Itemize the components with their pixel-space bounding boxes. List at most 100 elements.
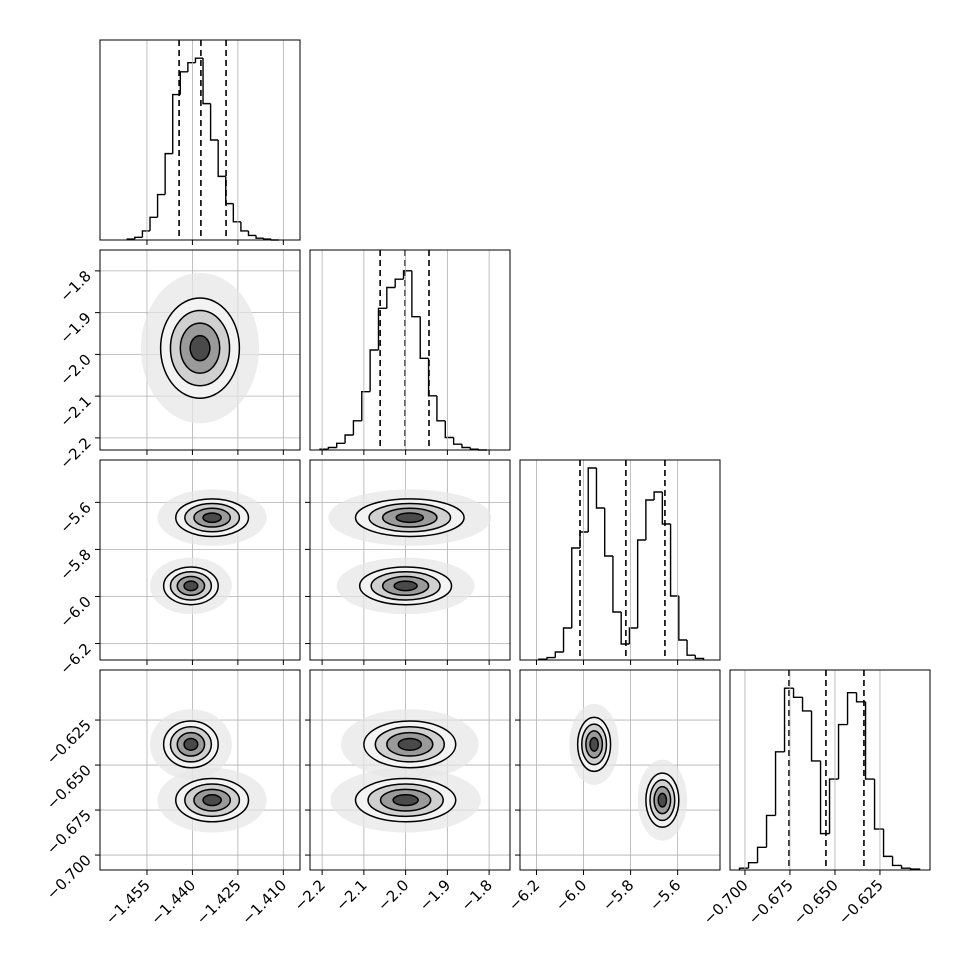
histogram-bin	[187, 62, 196, 72]
histogram-bin	[247, 230, 257, 237]
x-tick-label: −5.6	[646, 876, 684, 914]
histogram-bin	[179, 71, 188, 95]
y-tick-label: −1.8	[56, 267, 94, 305]
histogram-bin	[352, 420, 362, 435]
histogram-bin	[452, 437, 462, 445]
y-tick-label: −0.650	[43, 761, 95, 813]
axes-frame	[309, 669, 511, 871]
histogram	[538, 460, 705, 660]
density-contour	[183, 580, 199, 592]
x-tick-label: −6.2	[505, 876, 543, 914]
x-tick-label: −2.1	[332, 876, 370, 914]
histogram-bin	[765, 814, 776, 848]
x-tick-label: −5.8	[599, 876, 637, 914]
density-contour	[393, 580, 418, 592]
y-tick-label: −2.1	[56, 392, 94, 430]
histogram-bin	[134, 236, 143, 240]
histogram-bin	[327, 446, 337, 450]
histogram	[126, 40, 279, 241]
density-contour	[202, 512, 222, 524]
histogram-bin	[645, 499, 655, 540]
histogram-bin	[620, 612, 630, 645]
histogram	[738, 670, 921, 870]
y-tick-label: −2.0	[56, 350, 94, 388]
histogram-bin	[686, 640, 696, 656]
histogram-bin	[461, 444, 471, 449]
histogram-bin	[554, 651, 564, 658]
histogram-bin	[738, 867, 749, 870]
histogram-bin	[653, 491, 663, 500]
histogram-bin	[882, 829, 893, 858]
histogram-bin	[240, 221, 249, 232]
y-tick-label: −2.2	[56, 434, 94, 472]
histogram-bin	[837, 723, 848, 780]
histogram-bin	[891, 856, 902, 867]
axes-frame	[519, 459, 721, 661]
histogram-bin	[427, 358, 437, 397]
y-tick-label: −6.2	[56, 640, 94, 678]
density-contour	[183, 737, 199, 751]
histogram-bin	[873, 779, 884, 830]
histogram-bin	[579, 531, 589, 548]
histogram-bin	[262, 238, 272, 240]
x-tick-label: −1.8	[457, 876, 495, 914]
density-contour	[395, 512, 425, 524]
histogram-bin	[164, 152, 173, 195]
histogram	[319, 250, 488, 451]
x-tick-label: −1.425	[193, 876, 245, 928]
histogram-bin	[444, 420, 454, 439]
x-tick-label: −0.700	[700, 876, 752, 928]
x-tick-label: −1.9	[416, 876, 454, 914]
histogram-bin	[202, 58, 211, 105]
density-contour	[657, 792, 668, 808]
histogram-bin	[595, 468, 605, 509]
density-panel	[330, 709, 481, 833]
histogram-bin	[436, 395, 446, 422]
histogram-bin	[792, 688, 803, 698]
histogram-bin	[628, 627, 638, 644]
histogram-bin	[846, 692, 857, 725]
density-panel	[140, 272, 260, 424]
x-tick-label: −1.455	[102, 876, 154, 928]
histogram-bin	[855, 692, 866, 703]
histogram-bin	[587, 467, 597, 532]
histogram-bin	[828, 778, 839, 834]
histogram-bin	[141, 230, 150, 238]
histogram-bin	[819, 760, 830, 835]
histogram-bin	[864, 701, 875, 780]
histogram-bin	[172, 93, 181, 154]
histogram-bin	[255, 235, 264, 239]
x-tick-label: −6.0	[552, 876, 590, 914]
axes-frame	[99, 249, 301, 451]
histogram-bin	[402, 270, 412, 280]
density-panel	[328, 489, 492, 615]
axes-frame	[309, 249, 511, 451]
y-tick-label: −0.700	[43, 851, 95, 903]
x-tick-label: −0.650	[790, 876, 842, 928]
histogram-bin	[369, 349, 379, 392]
histogram-bin	[636, 539, 646, 628]
density-contour	[589, 736, 599, 752]
histogram-bin	[810, 710, 821, 762]
axes-frame	[99, 39, 301, 241]
histogram-bin	[344, 434, 354, 444]
histogram-bin	[783, 687, 794, 752]
histogram-bin	[694, 655, 705, 660]
density-panel	[150, 709, 267, 833]
histogram-bin	[469, 447, 479, 450]
y-tick-label: −6.0	[56, 593, 94, 631]
density-contour	[189, 334, 211, 362]
histogram-bin	[217, 140, 226, 178]
axes-frame	[309, 459, 511, 661]
histogram-bin	[669, 524, 679, 597]
histogram-bin	[411, 270, 421, 318]
x-tick-label: −1.440	[147, 876, 199, 928]
histogram-bin	[149, 216, 158, 231]
histogram-bin	[661, 492, 671, 525]
x-tick-label: −0.675	[745, 876, 797, 928]
histogram-bin	[756, 846, 767, 863]
histogram-bin	[377, 307, 387, 350]
histogram-bin	[774, 751, 785, 816]
histogram-bin	[394, 278, 404, 288]
histogram-bin	[386, 286, 396, 309]
